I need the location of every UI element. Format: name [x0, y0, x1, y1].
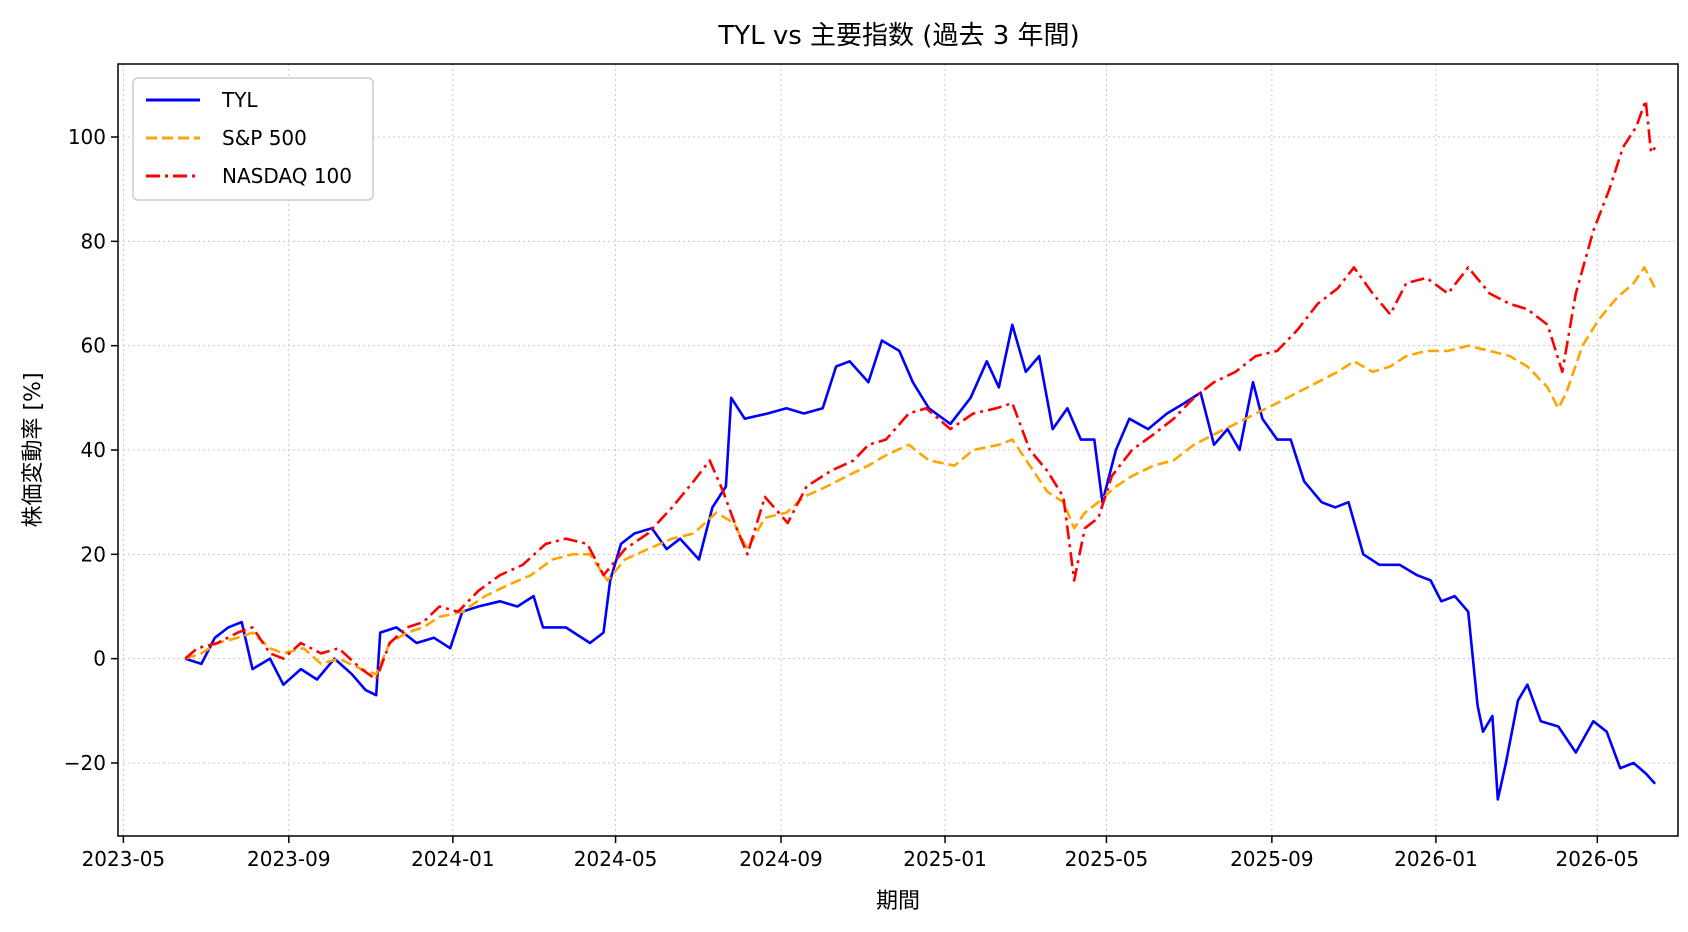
chart-title: TYL vs 主要指数 (過去 3 年間): [717, 21, 1079, 51]
y-tick-label-1: 0: [93, 647, 106, 671]
legend-label-nasdaq100: NASDAQ 100: [222, 164, 352, 188]
x-tick-label-1: 2023-09: [247, 847, 331, 871]
x-tick-label-5: 2025-01: [903, 847, 987, 871]
legend: TYL S&P 500 NASDAQ 100: [132, 77, 374, 201]
series-line-nasdaq100: [184, 99, 1657, 681]
x-tick-label-2: 2024-01: [411, 847, 495, 871]
y-tick-label-4: 60: [81, 334, 106, 358]
series-layer: [184, 99, 1657, 801]
x-tick-label-9: 2026-05: [1556, 847, 1640, 871]
y-axis-label: 株価変動率 [%]: [21, 372, 46, 527]
x-tick-label-7: 2025-09: [1230, 847, 1314, 871]
x-tick-label-8: 2026-01: [1394, 847, 1478, 871]
x-tick-label-0: 2023-05: [82, 847, 166, 871]
y-tick-label-2: 20: [81, 542, 106, 566]
x-tick-label-6: 2025-05: [1065, 847, 1149, 871]
y-tick-label-3: 40: [81, 438, 106, 462]
x-tick-label-3: 2024-05: [574, 847, 658, 871]
y-tick-label-6: 100: [68, 125, 106, 149]
x-axis: 2023-05 2023-09 2024-01 2024-05 2024-09 2025-…: [82, 836, 1640, 871]
series-line-sp500: [184, 266, 1657, 676]
legend-label-tyl: TYL: [221, 88, 258, 112]
x-tick-label-4: 2024-09: [739, 847, 823, 871]
y-tick-label-5: 80: [81, 229, 106, 253]
legend-label-sp500: S&P 500: [222, 126, 307, 150]
legend-box: [132, 77, 374, 201]
y-axis: −20 0 20 40 60 80 100: [64, 125, 118, 775]
series-line-tyl: [184, 323, 1657, 801]
y-tick-label-0: −20: [64, 751, 106, 775]
x-axis-label: 期間: [876, 889, 920, 914]
